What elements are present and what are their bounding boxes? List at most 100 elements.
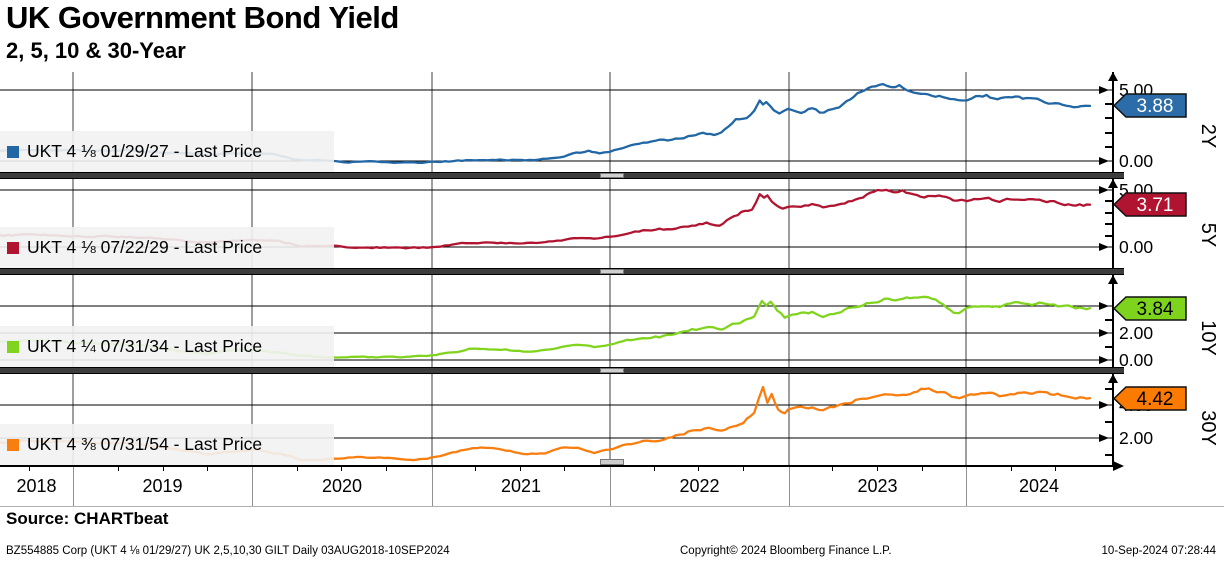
legend-label: UKT 4 ⅜ 07/31/54 - Last Price [27,434,263,454]
x-minor-tick [564,467,565,471]
x-axis-arrow-icon [1113,461,1124,471]
x-minor-tick [163,467,164,471]
legend-marker-icon [7,145,19,158]
page-subtitle: 2, 5, 10 & 30-Year [6,38,186,63]
x-axis-drag-handle[interactable] [600,459,624,465]
legend-10Y[interactable]: UKT 4 ¼ 07/31/34 - Last Price [0,326,334,367]
x-minor-tick [654,467,655,471]
y-minor-tick [1105,234,1112,237]
x-minor-tick [118,467,119,471]
y-tick-arrow-icon [1099,185,1109,194]
x-axis-year-label: 2023 [857,476,898,496]
y-minor-tick [1105,223,1112,226]
y-tick-label: 2.00 [1119,323,1154,343]
y-minor-tick [1105,453,1112,456]
legend-5Y[interactable]: UKT 4 ⅛ 07/22/29 - Last Price [0,227,334,268]
x-axis-line [0,465,1113,467]
x-minor-tick [207,467,208,471]
legend-label: UKT 4 ⅛ 07/22/29 - Last Price [27,237,263,257]
year-boundary-line [789,467,790,506]
y-axis-line [1112,72,1114,172]
x-minor-tick [1055,467,1056,471]
x-minor-tick [29,467,30,471]
y-axis-line [1112,275,1114,367]
separator-drag-handle[interactable] [600,173,624,178]
y-minor-tick [1105,345,1112,348]
y-axis-line [1112,179,1114,268]
legend-label: UKT 4 ⅛ 01/29/27 - Last Price [27,141,263,161]
y-minor-tick [1105,145,1112,148]
last-price-tag-30Y[interactable]: 4.42 [1112,385,1188,412]
year-boundary-line [73,467,74,506]
footer-security-info: BZ554885 Corp (UKT 4 ⅛ 01/29/27) UK 2,5,… [6,545,450,557]
legend-marker-icon [7,340,19,353]
y-tick-arrow-icon [1099,156,1109,165]
y-tick-arrow-icon [1099,433,1109,442]
year-boundary-line [966,467,967,506]
y-tick-label: 0.00 [1119,237,1154,257]
y-minor-tick [1105,318,1112,321]
x-minor-tick [743,467,744,471]
year-boundary-line [610,467,611,506]
last-price-tag-10Y[interactable]: 3.84 [1112,295,1188,322]
source-line: Source: CHARTbeat [6,509,169,528]
footer-copyright: Copyright© 2024 Bloomberg Finance L.P. [680,545,892,557]
separator-drag-handle[interactable] [600,368,624,373]
last-price-tag-2Y[interactable]: 3.88 [1112,92,1188,119]
year-boundary-line [252,467,253,506]
panel-5Y: UKT 4 ⅛ 07/22/29 - Last Price 5.00 0.00 3.7… [0,179,1224,268]
legend-marker-icon [7,241,19,254]
last-price-value: 4.42 [1137,389,1174,410]
x-minor-tick [386,467,387,471]
y-minor-tick [1105,103,1112,106]
x-minor-tick [698,467,699,471]
x-minor-tick [922,467,923,471]
panel-separator-3 [0,367,1124,374]
y-tick-arrow-icon [1099,242,1109,251]
x-axis-year-label: 2022 [679,476,720,496]
x-axis-year-label: 2018 [16,476,57,496]
separator-drag-handle[interactable] [600,269,624,274]
y-minor-tick [1105,387,1112,390]
last-price-value: 3.84 [1137,299,1174,320]
x-minor-tick [1011,467,1012,471]
y-axis-arrow-icon [1108,179,1118,188]
x-axis-year-label: 2019 [142,476,183,496]
x-minor-tick [877,467,878,471]
y-tick-arrow-icon [1099,355,1109,364]
panel-30Y: UKT 4 ⅜ 07/31/54 - Last Price4.002.004.4… [0,374,1224,465]
panel-separator-1 [0,172,1124,179]
x-axis-year-label: 2021 [500,476,542,496]
last-price-value: 3.71 [1137,195,1174,216]
last-price-tag-5Y[interactable]: 3.71 [1112,191,1188,218]
footer: BZ554885 Corp (UKT 4 ⅛ 01/29/27) UK 2,5,… [0,545,1224,561]
maturity-label-5Y: 5Y [1197,222,1219,247]
y-tick-arrow-icon [1099,301,1109,310]
page-title: UK Government Bond Yield [6,0,399,35]
y-tick-arrow-icon [1099,328,1109,337]
maturity-label-30Y: 30Y [1197,410,1219,446]
x-minor-tick [475,467,476,471]
y-minor-tick [1105,117,1112,120]
legend-label: UKT 4 ¼ 07/31/34 - Last Price [27,336,263,356]
legend-2Y[interactable]: UKT 4 ⅛ 01/29/27 - Last Price [0,131,334,172]
axis-bottom-divider [0,506,1224,507]
legend-30Y[interactable]: UKT 4 ⅜ 07/31/54 - Last Price [0,424,334,465]
y-tick-arrow-icon [1099,400,1109,409]
y-tick-label: 0.00 [1119,151,1154,171]
x-minor-tick [832,467,833,471]
y-tick-label: 0.00 [1119,350,1154,370]
panel-10Y: UKT 4 ¼ 07/31/34 - Last Price4.002.000.0… [0,275,1224,370]
y-minor-tick [1105,200,1112,203]
last-price-value: 3.88 [1137,96,1174,117]
y-tick-label: 2.00 [1119,428,1154,448]
maturity-label-10Y: 10Y [1197,320,1219,356]
x-axis-year-label: 2020 [321,476,363,496]
x-minor-tick [297,467,298,471]
y-minor-tick [1105,211,1112,214]
year-boundary-line [432,467,433,506]
y-tick-arrow-icon [1099,85,1109,94]
maturity-label-2Y: 2Y [1197,123,1219,149]
y-minor-tick [1105,131,1112,134]
